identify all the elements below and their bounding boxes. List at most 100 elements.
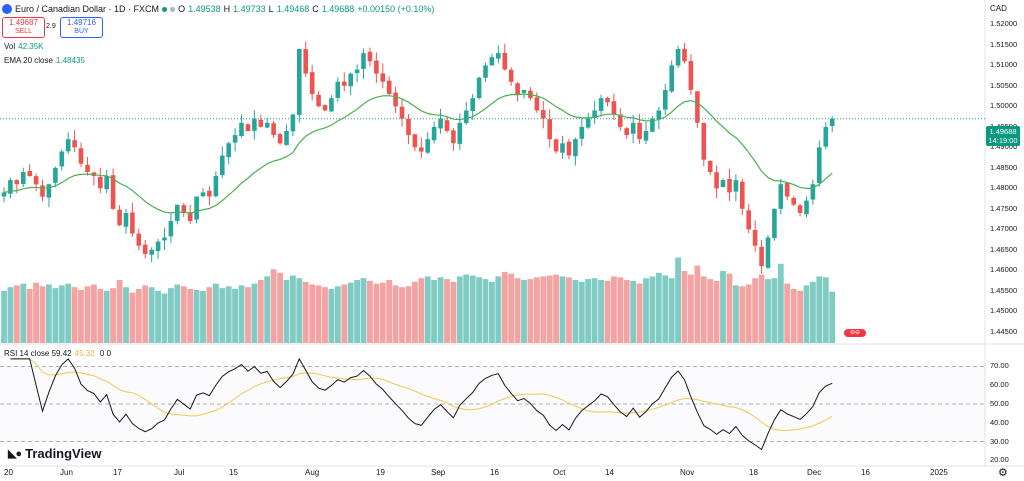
price-tick-label: 1.46500	[990, 244, 1018, 254]
volume-bar	[264, 276, 271, 343]
sell-button[interactable]: 1.49687 SELL	[2, 17, 45, 38]
candle-body	[53, 167, 58, 183]
chart-header: Euro / Canadian Dollar · 1D · FXCM O 1.49…	[2, 2, 434, 16]
ohlc-open: 1.49538	[188, 4, 221, 14]
candle-body	[502, 52, 508, 70]
bar-countdown: 14:19:00	[988, 136, 1018, 145]
volume-bar	[174, 284, 181, 343]
price-tick-label: 1.52000	[990, 19, 1018, 29]
candle-body	[817, 147, 822, 183]
volume-bar	[386, 280, 393, 343]
volume-bar	[315, 285, 322, 343]
volume-bar	[688, 274, 694, 343]
candle-body	[162, 237, 167, 241]
candle-body	[213, 176, 219, 197]
time-tick-label: Jun	[60, 468, 73, 477]
time-tick-label: Dec	[807, 468, 822, 477]
price-tick-label: 1.50000	[990, 101, 1018, 111]
volume-bar	[367, 280, 373, 343]
buy-button[interactable]: 1.49716 BUY	[60, 17, 103, 38]
volume-bar	[514, 278, 521, 343]
volume-bar	[489, 281, 495, 343]
ohlc-low-label: L	[268, 4, 274, 14]
time-tick-label: 15	[229, 468, 238, 477]
volume-bar	[238, 285, 245, 343]
volume-bar	[225, 286, 232, 343]
tradingview-logo[interactable]: ◣● TradingView	[8, 446, 101, 461]
volume-bar	[33, 282, 39, 343]
volume-bar	[623, 280, 630, 343]
volume-bar	[91, 284, 97, 343]
volume-bar	[463, 274, 470, 343]
volume-bar	[444, 279, 450, 343]
ema-legend[interactable]: EMA 20 close 1.48435	[4, 56, 85, 65]
time-tick-label: 20	[4, 468, 13, 477]
volume-bar	[694, 265, 701, 343]
candle-body	[772, 208, 777, 239]
candle-body	[207, 190, 212, 197]
price-tick-label: 1.44500	[990, 326, 1018, 336]
candle-body	[117, 209, 122, 226]
candle-body	[335, 81, 341, 98]
time-tick-label: 2025	[930, 468, 948, 477]
candle-body	[508, 69, 514, 82]
rsi-tick-label: 50.00	[990, 399, 1009, 408]
volume-bar	[270, 269, 277, 343]
candle-body	[40, 185, 45, 197]
candle-body	[386, 80, 392, 95]
ema-label: EMA 20 close	[4, 56, 53, 65]
volume-bar	[309, 284, 316, 343]
rsi-value: 59.42	[51, 349, 72, 358]
candle-body	[476, 77, 482, 98]
volume-bar	[97, 289, 104, 343]
rsi-tick-label: 30.00	[990, 436, 1009, 446]
volume-bar	[643, 278, 649, 343]
candle-body	[688, 61, 694, 90]
volume-bar	[431, 280, 437, 343]
volume-bar	[7, 287, 14, 343]
volume-bar	[347, 282, 354, 343]
volume-bar	[135, 289, 142, 343]
candle-body	[271, 123, 276, 135]
volume-bar	[424, 276, 431, 343]
volume-bar	[591, 278, 598, 343]
candle-body	[585, 118, 591, 128]
candle-body	[496, 53, 501, 59]
candle-body	[232, 135, 238, 143]
candle-body	[765, 237, 771, 268]
candle-body	[829, 118, 835, 126]
candle-body	[419, 147, 424, 152]
time-tick-label: 14	[605, 468, 614, 477]
candle-body	[1, 192, 7, 197]
candle-body	[573, 139, 578, 157]
volume-bar	[649, 276, 656, 343]
volume-legend[interactable]: Vol 42.35K	[4, 42, 43, 51]
time-tick-label: 17	[113, 468, 122, 477]
time-tick-label: 16	[861, 468, 870, 477]
candle-body	[823, 126, 829, 147]
settings-gear-icon[interactable]: ⚙	[998, 467, 1008, 479]
events-marker-icon[interactable]: ⊖⊖	[844, 329, 866, 337]
rsi-legend[interactable]: RSI 14 close 59.42 45.32 0 0	[4, 349, 111, 358]
time-tick-label: Oct	[553, 468, 566, 477]
volume-bar	[412, 281, 418, 343]
currency-label[interactable]: CAD	[990, 4, 1007, 13]
price-tick-label: 1.49000	[990, 142, 1018, 152]
candle-body	[707, 161, 713, 172]
volume-label: Vol	[4, 42, 16, 51]
candle-body	[457, 122, 463, 144]
sell-price: 1.49687	[9, 18, 38, 27]
volume-bar	[148, 287, 155, 343]
candle-body	[727, 179, 732, 193]
volume-bar	[733, 285, 739, 343]
candle-body	[605, 98, 610, 103]
candle-body	[239, 122, 244, 136]
volume-bar	[784, 283, 791, 343]
volume-bar	[354, 280, 360, 343]
volume-bar	[572, 280, 579, 343]
ohlc-close-label: C	[312, 4, 319, 14]
rsi-tick-label: 20.00	[990, 455, 1009, 465]
symbol-title[interactable]: Euro / Canadian Dollar · 1D · FXCM	[15, 4, 160, 14]
candle-body	[566, 141, 572, 156]
